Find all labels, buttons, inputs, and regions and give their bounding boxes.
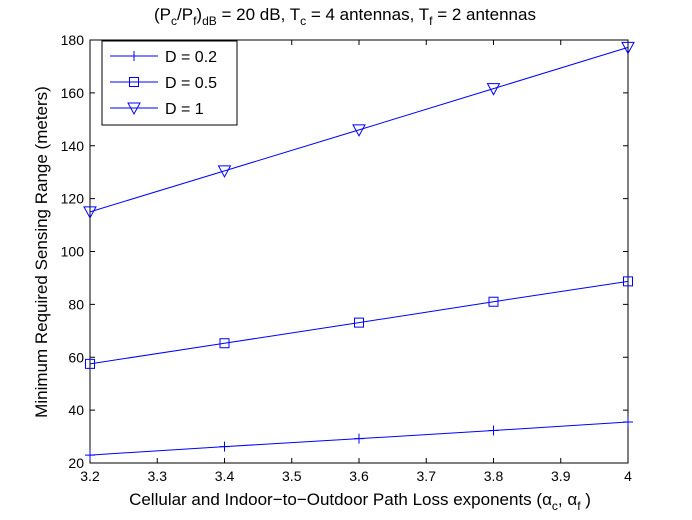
legend-marker — [129, 77, 139, 87]
data-point — [488, 425, 499, 436]
x-tick-label: 3.9 — [551, 468, 571, 484]
x-tick-label: 3.5 — [282, 468, 302, 484]
series-line — [89, 280, 629, 365]
data-point — [83, 206, 97, 219]
legend-item: D = 1 — [110, 101, 204, 118]
series-line — [89, 46, 629, 213]
chart-title: (Pc/Pf)dB = 20 dB, Tc = 4 antennas, Tf =… — [154, 5, 536, 28]
x-tick-label: 3.4 — [215, 468, 235, 484]
data-point — [354, 317, 364, 328]
data-point — [486, 83, 501, 96]
series-1 — [85, 417, 633, 461]
data-point — [488, 296, 499, 307]
data-point — [85, 450, 95, 461]
data-point — [217, 165, 232, 178]
data-point — [219, 441, 230, 452]
x-axis-label: Cellular and Indoor−to−Outdoor Path Loss… — [129, 490, 591, 513]
legend-marker — [127, 102, 141, 116]
y-tick-label: 60 — [68, 349, 84, 365]
data-point — [623, 417, 633, 428]
y-tick-label: 160 — [61, 85, 85, 101]
legend-marker — [129, 51, 139, 61]
legend-item: D = 0.5 — [110, 75, 217, 92]
y-tick-label: 40 — [68, 402, 84, 418]
data-point — [621, 41, 635, 55]
y-tick-label: 140 — [61, 138, 85, 154]
y-tick-label: 20 — [68, 455, 84, 471]
y-axis-label: Minimum Required Sensing Range (meters) — [32, 86, 51, 418]
y-tick-label: 120 — [61, 191, 85, 207]
x-tick-label: 3.6 — [349, 468, 369, 484]
data-point — [219, 338, 230, 349]
legend: D = 0.2 D = 0.5 D = 1 — [101, 40, 238, 126]
x-tick-label: 3.8 — [484, 468, 504, 484]
x-tick-label: 4 — [624, 468, 632, 484]
series-layer — [83, 41, 635, 461]
y-tick-label: 180 — [61, 32, 85, 48]
y-axis: 20 40 60 80 100 120 140 160 180 — [61, 32, 628, 471]
x-tick-label: 3.7 — [417, 468, 437, 484]
x-tick-label: 3.3 — [148, 468, 168, 484]
legend-item: D = 0.2 — [110, 49, 217, 66]
series-2 — [85, 276, 633, 369]
x-axis: 3.2 3.3 3.4 3.5 3.6 3.7 3.8 3.9 4 — [80, 40, 632, 484]
legend-label: D = 1 — [165, 101, 204, 118]
legend-label: D = 0.2 — [165, 49, 217, 66]
data-point — [352, 124, 366, 137]
legend-box — [101, 40, 238, 126]
data-point — [85, 358, 95, 369]
series-3 — [83, 41, 635, 219]
data-point — [623, 276, 633, 287]
x-tick-label: 3.2 — [80, 468, 100, 484]
y-tick-label: 80 — [68, 296, 84, 312]
data-point — [354, 433, 364, 444]
y-tick-label: 100 — [61, 244, 85, 260]
legend-label: D = 0.5 — [165, 75, 217, 92]
